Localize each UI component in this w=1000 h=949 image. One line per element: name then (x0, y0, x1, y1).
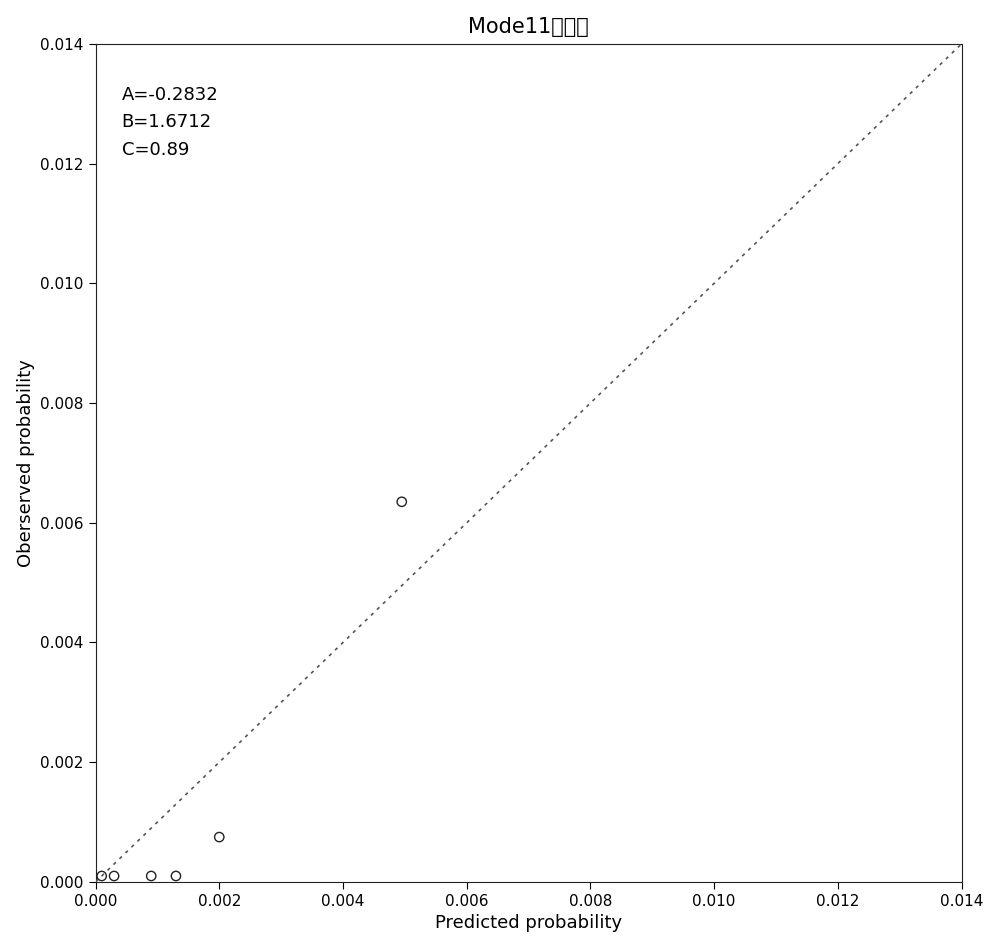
Text: A=-0.2832
B=1.6712
C=0.89: A=-0.2832 B=1.6712 C=0.89 (122, 85, 218, 159)
Title: Mode11验证集: Mode11验证集 (468, 17, 589, 37)
Point (106, 868, 122, 884)
Y-axis label: Oberserved probability: Oberserved probability (17, 359, 35, 567)
Point (394, 494, 410, 510)
Point (211, 829, 227, 845)
Point (168, 868, 184, 884)
Point (143, 868, 159, 884)
Point (94, 868, 110, 884)
X-axis label: Predicted probability: Predicted probability (435, 914, 622, 932)
